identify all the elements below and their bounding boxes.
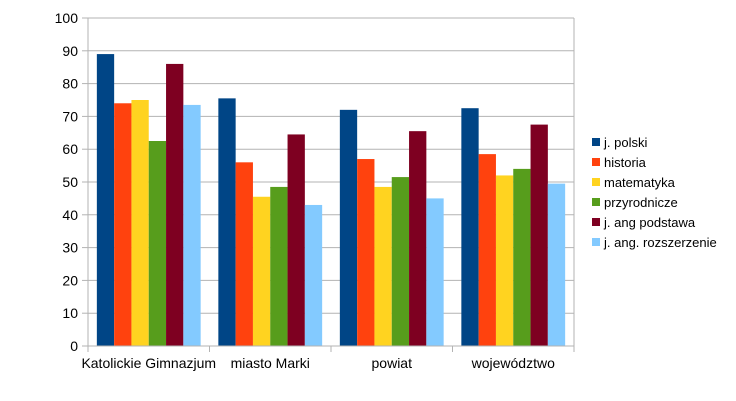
- bar-2-4: [478, 154, 496, 346]
- x-category-label: Katolickie Gimnazjum: [81, 355, 216, 371]
- legend-swatch: [592, 198, 600, 206]
- legend-label: j. polski: [603, 135, 647, 150]
- bar-2-3: [357, 159, 375, 346]
- legend-label: przyrodnicze: [604, 195, 678, 210]
- y-tick-label: 30: [62, 240, 78, 256]
- y-axis-tick-labels: 0 10 20 30 40 50 60 70 80 90 100: [55, 10, 79, 354]
- y-tick-label: 100: [55, 10, 79, 26]
- x-category-label: województwo: [471, 355, 555, 371]
- bar-6-3: [426, 198, 444, 346]
- legend-label: matematyka: [604, 175, 676, 190]
- bar-2-2: [235, 162, 253, 346]
- legend-label: j. ang. rozszerzenie: [603, 235, 717, 250]
- x-axis-category-labels: Katolickie Gimnazjum miasto Marki powiat wo…: [81, 355, 555, 371]
- legend-swatch: [592, 178, 600, 186]
- bar-6-4: [547, 183, 566, 346]
- bar-6-2: [304, 204, 323, 346]
- bar-4-2: [270, 186, 288, 346]
- bar-1-4: [461, 108, 479, 346]
- bar-5-2: [287, 134, 305, 346]
- bar-2-1: [114, 103, 132, 346]
- y-tick-label: 50: [62, 174, 78, 190]
- bar-1-3: [339, 109, 358, 346]
- y-tick-label: 60: [62, 141, 78, 157]
- y-tick-label: 10: [62, 305, 78, 321]
- bar-3-2: [252, 196, 271, 346]
- x-category-label: powiat: [372, 355, 413, 371]
- y-tick-label: 70: [62, 108, 78, 124]
- bar-6-1: [183, 104, 201, 346]
- bar-1-1: [96, 54, 115, 347]
- bars: [96, 54, 566, 347]
- bar-5-1: [166, 63, 184, 347]
- bar-4-4: [513, 168, 531, 346]
- legend-swatch: [592, 218, 600, 226]
- y-tick-label: 20: [62, 272, 78, 288]
- y-tick-label: 90: [62, 43, 78, 59]
- legend-label: historia: [604, 155, 647, 170]
- bar-4-3: [391, 177, 410, 346]
- y-tick-label: 40: [62, 207, 78, 223]
- x-category-label: miasto Marki: [231, 355, 310, 371]
- legend-label: j. ang podstawa: [603, 215, 696, 230]
- legend-swatch: [592, 158, 600, 166]
- legend-swatch: [592, 238, 600, 246]
- bar-3-1: [131, 100, 149, 346]
- axes: [82, 17, 575, 352]
- legend: j. polski historia matematyka przyrodnicze j…: [592, 135, 717, 250]
- bar-5-4: [530, 124, 548, 346]
- bar-1-2: [218, 98, 236, 346]
- bar-3-4: [495, 175, 514, 346]
- bar-3-3: [374, 186, 392, 346]
- legend-swatch: [592, 138, 600, 146]
- y-tick-label: 0: [70, 338, 78, 354]
- bar-4-1: [148, 141, 167, 346]
- y-tick-label: 80: [62, 76, 78, 92]
- bar-5-3: [409, 131, 427, 346]
